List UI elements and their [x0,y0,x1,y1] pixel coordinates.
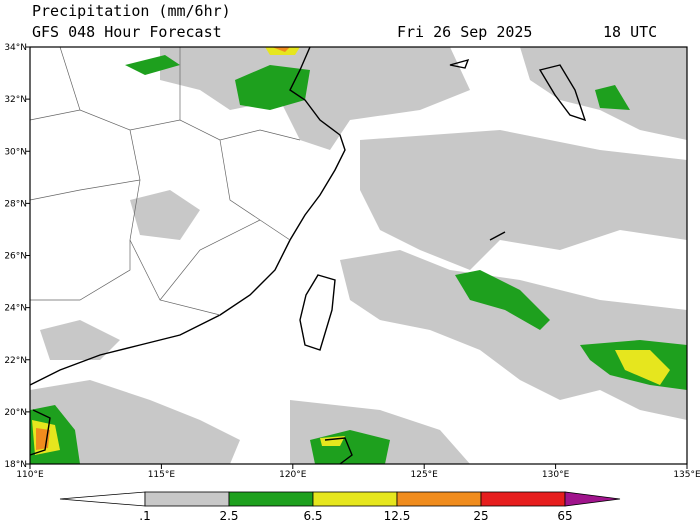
colorbar-low [59,491,146,507]
lon-tick-label: 110°E [16,470,44,480]
lon-tick-label: 120°E [279,470,307,480]
colorbar-high [564,491,621,507]
colorbar-label: 25 [473,509,488,523]
lat-tick-label: 22°N [4,356,27,366]
colorbar-label: 2.5 [219,509,238,523]
lon-tick-label: 115°E [148,470,176,480]
colorbar-segment [396,491,482,507]
province-borders [29,46,301,316]
lon-tick-label: 125°E [411,470,439,480]
colorbar-label: .1 [139,509,150,523]
lat-tick-label: 28°N [4,199,27,209]
colorbar-segment [480,491,566,507]
lat-tick-label: 30°N [4,147,27,157]
colorbar-label: 65 [557,509,572,523]
time: 18 UTC [603,23,657,41]
colorbar-segment [312,491,398,507]
coastline [29,46,587,465]
subtitle: GFS 048 Hour Forecast [32,23,222,41]
colorbar-segment [228,491,314,507]
lat-tick-label: 20°N [4,408,27,418]
lat-tick-label: 26°N [4,252,27,262]
lon-tick-label: 135°E [673,470,700,480]
title: Precipitation (mm/6hr) [32,2,231,20]
lat-tick-label: 24°N [4,304,27,314]
lat-tick-label: 32°N [4,95,27,105]
light-precip [30,47,687,464]
lon-tick-label: 130°E [542,470,570,480]
colorbar-segment [144,491,230,507]
map-area [29,46,688,465]
date: Fri 26 Sep 2025 [397,23,532,41]
colorbar-label: 12.5 [384,509,411,523]
colorbar-label: 6.5 [303,509,322,523]
lat-tick-label: 34°N [4,43,27,53]
lat-tick-label: 18°N [4,460,27,470]
